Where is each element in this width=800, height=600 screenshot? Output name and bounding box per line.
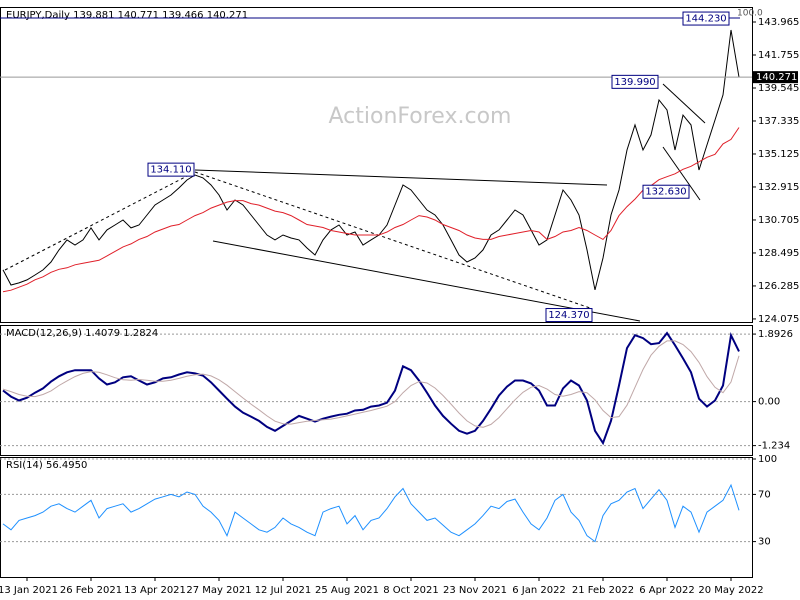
series-line [2, 331, 740, 446]
trendline [662, 146, 701, 201]
x-tick-label: 8 Oct 2021 [383, 585, 438, 596]
series-line [2, 483, 740, 543]
y-tick-label: -1.234 [758, 441, 790, 452]
annotation-box [611, 74, 659, 89]
trendline [212, 240, 641, 322]
y-tick-label: 70 [758, 489, 771, 500]
trendlines [4, 83, 706, 322]
annotation-box [147, 162, 195, 177]
annotation-label: 124.370 [548, 310, 589, 321]
x-tick-label: 6 Apr 2022 [639, 585, 694, 596]
x-tick-label: 25 Aug 2021 [315, 585, 379, 596]
x-tick-label: 6 Jan 2022 [512, 585, 566, 596]
y-tick-label: 124.075 [758, 314, 799, 325]
annotation-label: 144.230 [685, 14, 726, 25]
y-tick-label: 141.755 [758, 50, 799, 61]
y-tick-label: 139.545 [758, 83, 799, 94]
trendline [662, 83, 706, 124]
y-tick-label: 143.965 [758, 17, 799, 28]
x-tick-label: 13 Apr 2021 [124, 585, 186, 596]
annotation-label: 132.630 [645, 187, 686, 198]
panel [0, 457, 753, 578]
annotation-label: 134.110 [150, 165, 191, 176]
panel-title: RSI(14) 56.4950 [6, 460, 87, 471]
y-tick-label: 1.8926 [758, 329, 793, 340]
series-line [2, 340, 740, 428]
x-tick-label: 21 Feb 2022 [572, 585, 634, 596]
series-line [2, 29, 740, 291]
x-tick-label: 20 May 2022 [698, 585, 763, 596]
panel [0, 325, 753, 456]
last-price-label: 140.271 [756, 72, 797, 83]
y-tick-label: 130.705 [758, 215, 799, 226]
watermark: ActionForex.com [329, 104, 512, 129]
x-tick-label: 27 May 2021 [186, 585, 251, 596]
x-tick-label: 26 Feb 2021 [60, 585, 122, 596]
annotation-box [642, 184, 690, 199]
trendline [194, 171, 591, 309]
y-tick-label: 128.495 [758, 248, 799, 259]
panel [0, 7, 753, 323]
series-line [2, 127, 740, 293]
annotation-box [682, 11, 730, 26]
x-tick-label: 12 Jul 2021 [255, 585, 312, 596]
trendline [194, 169, 608, 186]
y-tick-label: 137.335 [758, 116, 799, 127]
y-tick-label: 135.125 [758, 149, 799, 160]
level-label: 100.0 [737, 9, 763, 19]
y-tick-label: 0.00 [758, 397, 780, 408]
y-tick-label: 30 [758, 537, 771, 548]
x-tick-label: 23 Nov 2021 [443, 585, 507, 596]
annotation-label: 139.990 [614, 77, 655, 88]
y-tick-label: 126.285 [758, 281, 799, 292]
panel-title: EURJPY,Daily 139.881 140.771 139.466 140… [6, 10, 248, 21]
y-tick-label: 100 [758, 454, 777, 465]
panel-title: MACD(12,26,9) 1.4079 1.2824 [6, 328, 158, 339]
last-price-box [752, 71, 798, 84]
y-tick-label: 132.915 [758, 182, 799, 193]
annotation-box [545, 308, 593, 323]
x-tick-label: 13 Jan 2021 [0, 585, 58, 596]
